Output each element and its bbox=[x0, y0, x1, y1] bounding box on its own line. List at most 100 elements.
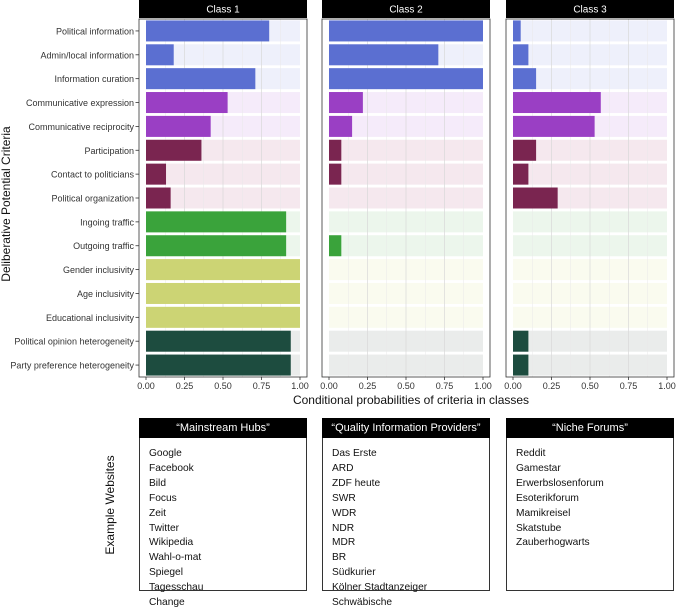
bar bbox=[329, 92, 363, 114]
site-list: Das Erste ARD ZDF heute SWR WDR NDR MDR BR Südku… bbox=[332, 447, 427, 611]
site-item: Esoterikforum bbox=[516, 492, 579, 504]
x-tick-label: 0.75 bbox=[620, 381, 638, 391]
criteria-label: Ingoing traffic bbox=[80, 217, 134, 227]
site-item: Skatstube bbox=[516, 522, 562, 534]
bar bbox=[146, 187, 171, 209]
criteria-label: Communicative reciprocity bbox=[28, 122, 134, 132]
x-tick-label: 0.25 bbox=[176, 381, 194, 391]
site-item: ARD bbox=[332, 462, 354, 474]
site-item: Wahl-o-mat bbox=[149, 552, 202, 564]
site-list: Reddit Gamestar Erwerbslosenforum Esoterikf… bbox=[516, 447, 604, 551]
site-item: Focus bbox=[149, 492, 177, 504]
site-item: Change bbox=[149, 597, 185, 609]
facet-2: Class 2 0.00 0.25 0.50 0.75 1.00 bbox=[320, 0, 492, 391]
x-tick-label: 0.00 bbox=[504, 381, 522, 391]
bar bbox=[329, 163, 342, 185]
site-item: NDR bbox=[332, 522, 355, 534]
facet-strip bbox=[506, 0, 674, 18]
x-tick-label: 1.00 bbox=[291, 381, 309, 391]
facet-title: Class 1 bbox=[206, 5, 240, 16]
site-item: BR bbox=[332, 552, 347, 564]
site-item: Facebook bbox=[149, 462, 194, 474]
criteria-label: Political organization bbox=[51, 194, 134, 204]
x-tick-label: 0.50 bbox=[581, 381, 599, 391]
site-panel-title: “Quality Information Providers” bbox=[322, 418, 490, 438]
criteria-labels: Political information Admin/local informa… bbox=[10, 26, 139, 371]
x-tick-label: 0.50 bbox=[214, 381, 232, 391]
bar bbox=[513, 354, 529, 376]
site-item: Tagesschau bbox=[149, 582, 204, 594]
site-item: Spiegel bbox=[149, 567, 183, 579]
criteria-label: Admin/local information bbox=[40, 50, 134, 60]
x-tick-label: 0.00 bbox=[320, 381, 338, 391]
bar bbox=[146, 92, 228, 114]
bar bbox=[146, 163, 167, 185]
bar bbox=[513, 68, 537, 90]
x-tick-label: 0.75 bbox=[436, 381, 454, 391]
site-item: MDR bbox=[332, 537, 356, 549]
x-tick-label: 0.25 bbox=[359, 381, 377, 391]
criteria-label: Contact to politicians bbox=[51, 170, 135, 180]
chart-facets: Class 1 0.00 0.25 0.50 0.75 1.00 Class 2 0.00 0.… bbox=[137, 0, 676, 391]
criteria-label: Participation bbox=[84, 146, 134, 156]
criteria-label: Outgoing traffic bbox=[73, 241, 134, 251]
x-axis-title: Conditional probabilities of criteria in… bbox=[293, 393, 529, 407]
site-panel-box: Reddit Gamestar Erwerbslosenforum Esoterikf… bbox=[506, 438, 674, 591]
bar bbox=[329, 235, 342, 257]
x-tick-label: 0.75 bbox=[253, 381, 271, 391]
probability-chart: Class 1 0.00 0.25 0.50 0.75 1.00 Class 2 0.00 0.… bbox=[0, 0, 676, 407]
bar bbox=[146, 330, 291, 352]
facet-title: Class 3 bbox=[573, 5, 607, 16]
site-item: Zauberhogwarts bbox=[516, 537, 590, 549]
bar bbox=[146, 306, 300, 328]
bar bbox=[146, 68, 256, 90]
site-panel-box: Google Facebook Bild Focus Zeit Twitter Wikipe… bbox=[139, 438, 307, 608]
bar bbox=[146, 211, 287, 233]
site-item: Schwäbische bbox=[332, 597, 393, 609]
site-panel-quality-information-providers: “Quality Information Providers” Das Erst… bbox=[322, 418, 490, 608]
bar bbox=[146, 354, 291, 376]
bar bbox=[513, 92, 601, 114]
site-item: Kölner Stadtanzeiger bbox=[332, 582, 428, 594]
bar bbox=[146, 282, 300, 304]
site-item: Wikipedia bbox=[149, 537, 194, 549]
criteria-label: Information curation bbox=[54, 74, 134, 84]
site-item: Erwerbslosenforum bbox=[516, 477, 604, 489]
bar bbox=[329, 68, 483, 90]
bar bbox=[329, 20, 483, 42]
criteria-label: Age inclusivity bbox=[77, 289, 135, 299]
site-item: SWR bbox=[332, 492, 356, 504]
site-item: Das Erste bbox=[332, 448, 377, 459]
bar bbox=[513, 115, 595, 137]
bar bbox=[146, 20, 270, 42]
site-item: Südkurier bbox=[332, 567, 376, 579]
bar bbox=[146, 259, 300, 281]
bar bbox=[513, 163, 529, 185]
criteria-label: Political information bbox=[56, 26, 134, 36]
site-item: Bild bbox=[149, 477, 166, 489]
y-axis-title: Deliberative Potential Criteria bbox=[0, 126, 13, 282]
criteria-label: Educational inclusivity bbox=[46, 313, 135, 323]
criteria-label: Political opinion heterogeneity bbox=[14, 337, 134, 347]
bar bbox=[513, 330, 529, 352]
site-panel-title: “Mainstream Hubs” bbox=[139, 418, 307, 438]
site-item: ZDF heute bbox=[332, 477, 381, 489]
site-item: Reddit bbox=[516, 448, 546, 459]
facet-title: Class 2 bbox=[389, 5, 423, 16]
site-list: Google Facebook Bild Focus Zeit Twitter Wikipe… bbox=[149, 447, 203, 611]
example-websites-label-text: Example Websites bbox=[103, 455, 117, 555]
site-item: WDR bbox=[332, 507, 357, 519]
bar bbox=[146, 139, 202, 161]
criteria-label: Communicative expression bbox=[26, 98, 134, 108]
criteria-label: Gender inclusivity bbox=[63, 265, 135, 275]
site-panel-niche-forums: “Niche Forums” Reddit Gamestar Erwerbslose… bbox=[506, 418, 674, 593]
bar bbox=[329, 44, 439, 66]
x-tick-label: 1.00 bbox=[658, 381, 676, 391]
bar bbox=[146, 115, 211, 137]
site-panel-box: Das Erste ARD ZDF heute SWR WDR NDR MDR BR Südku… bbox=[322, 438, 490, 608]
bar bbox=[513, 139, 537, 161]
criteria-label: Party preference heterogeneity bbox=[10, 361, 134, 371]
x-tick-label: 1.00 bbox=[474, 381, 492, 391]
site-item: Zeit bbox=[149, 507, 166, 519]
bar bbox=[329, 139, 342, 161]
